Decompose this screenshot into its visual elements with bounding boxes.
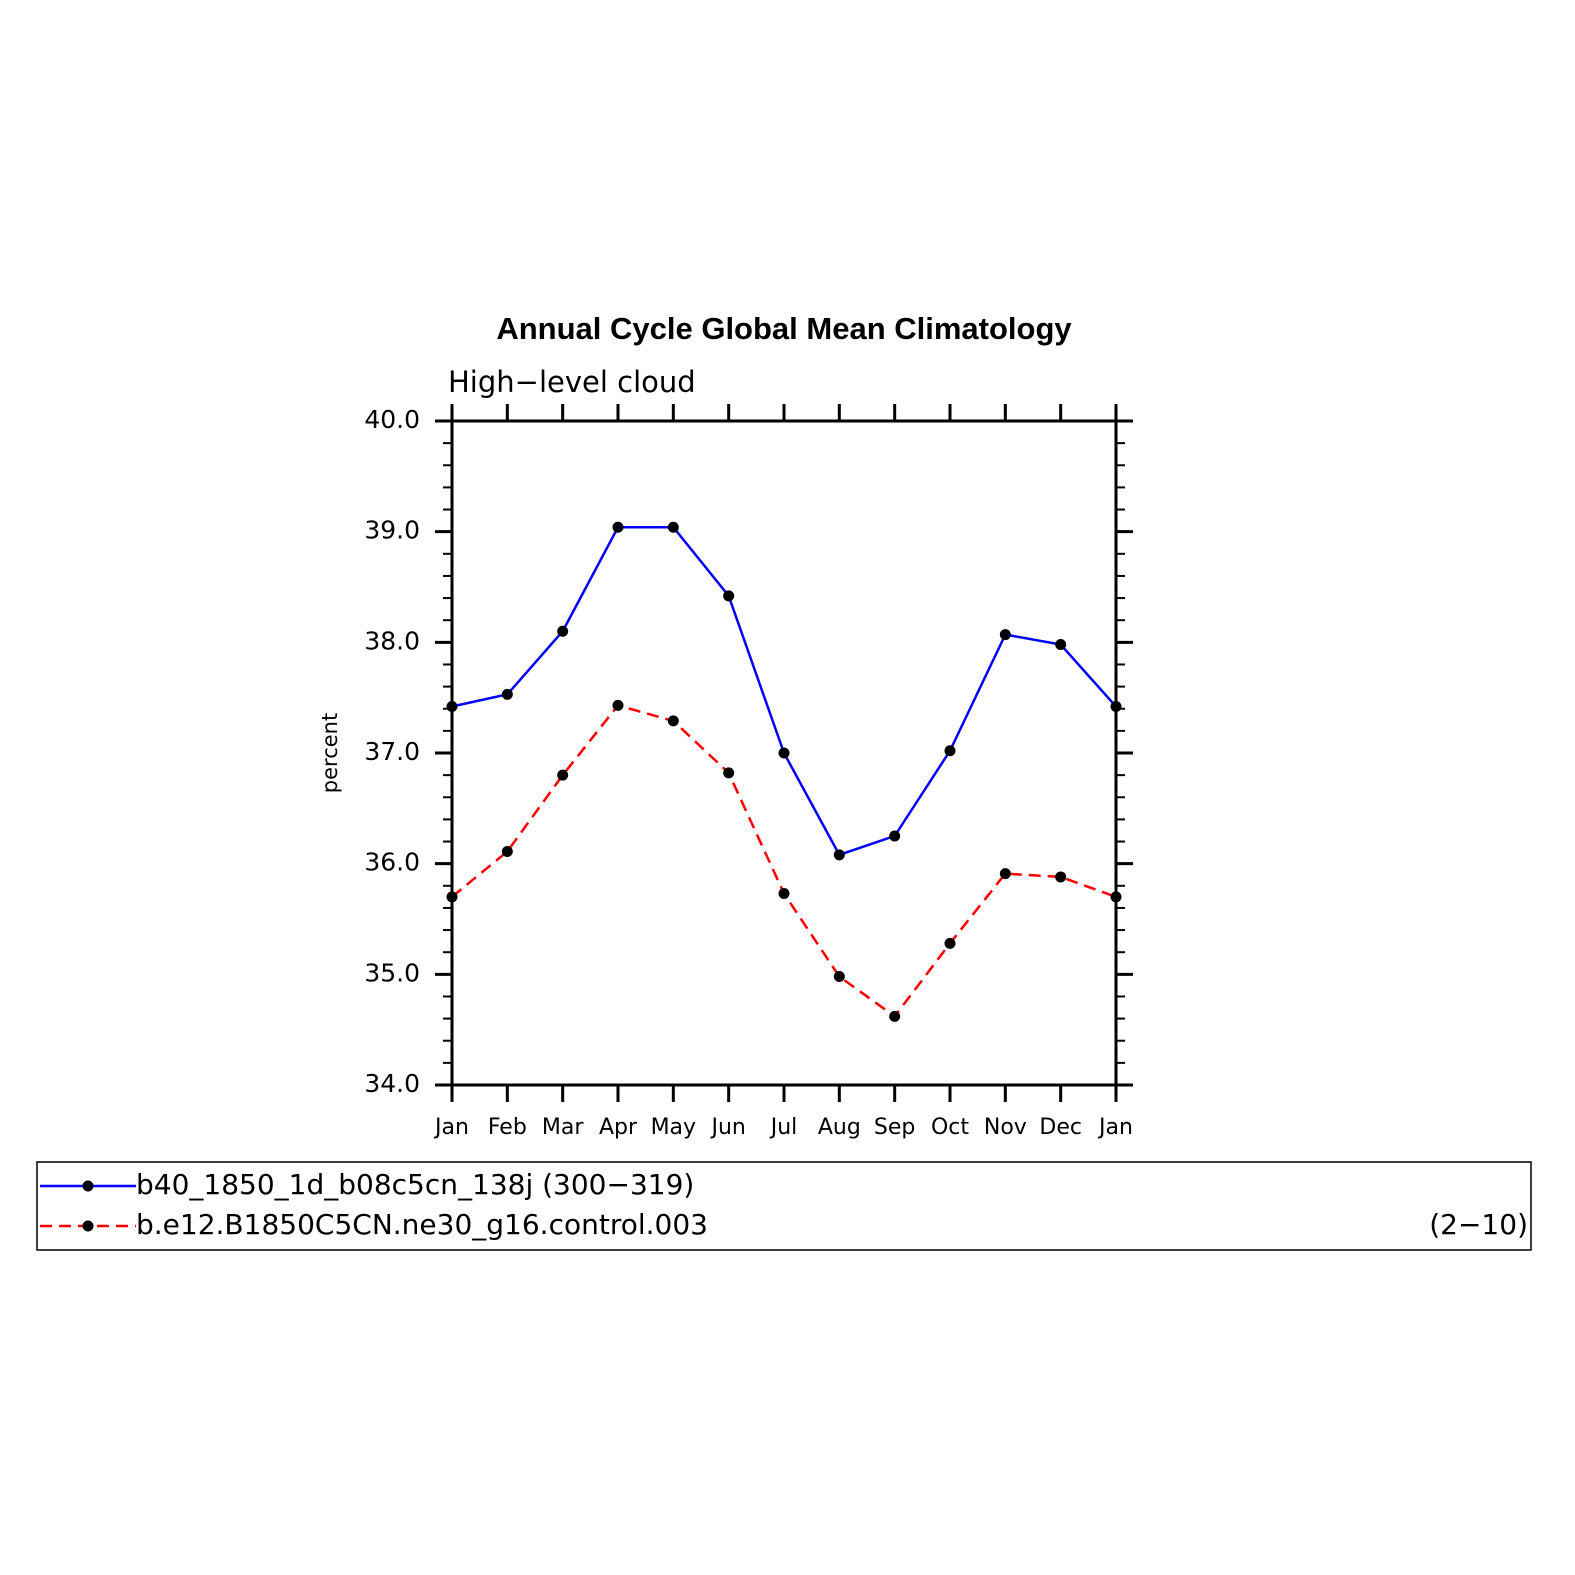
data-point: [1110, 701, 1122, 713]
legend-period: (2−10): [1429, 1208, 1528, 1241]
data-point: [889, 1010, 901, 1022]
legend-label: b40_1850_1d_b08c5cn_138j (300−319): [136, 1168, 694, 1201]
x-tick-label: Sep: [874, 1115, 915, 1140]
data-point: [667, 521, 679, 533]
data-point: [1055, 639, 1067, 651]
x-tick-label: Jan: [433, 1115, 469, 1140]
x-tick-label: Jun: [709, 1115, 745, 1140]
data-point: [557, 769, 569, 781]
chart-title: Annual Cycle Global Mean Climatology: [496, 311, 1072, 346]
data-point: [999, 868, 1011, 880]
data-point: [446, 891, 458, 903]
data-point: [557, 625, 569, 637]
x-tick-label: Aug: [818, 1115, 861, 1140]
data-point: [1055, 871, 1067, 883]
data-point: [778, 888, 790, 900]
legend-marker: [82, 1180, 94, 1192]
data-point: [1110, 891, 1122, 903]
y-tick-label: 35.0: [364, 958, 420, 987]
y-tick-label: 40.0: [364, 405, 420, 434]
y-tick-label: 36.0: [364, 848, 420, 877]
series-line: [451, 525, 1117, 857]
legend-label: b.e12.B1850C5CN.ne30_g16.control.003: [136, 1208, 708, 1241]
y-axis-label: percent: [318, 713, 342, 793]
legend-box: [36, 1161, 1532, 1251]
data-point: [612, 521, 624, 533]
data-point: [944, 745, 956, 757]
x-tick-label: Feb: [488, 1115, 527, 1140]
data-point: [833, 849, 845, 861]
x-tick-label: May: [651, 1115, 696, 1140]
data-point: [612, 699, 624, 711]
data-point: [999, 629, 1011, 641]
subtitle: High−level cloud: [448, 365, 696, 399]
y-tick-label: 34.0: [364, 1069, 420, 1098]
data-point: [723, 590, 735, 602]
data-point: [833, 971, 845, 983]
data-point: [667, 715, 679, 727]
data-point: [501, 688, 513, 700]
data-point: [944, 937, 956, 949]
x-tick-label: Dec: [1039, 1115, 1082, 1140]
x-tick-label: Oct: [931, 1115, 969, 1140]
x-tick-label: Apr: [599, 1115, 638, 1140]
y-tick-label: 39.0: [364, 516, 420, 545]
data-point: [501, 845, 513, 857]
y-tick-label: 37.0: [364, 737, 420, 766]
legend-marker: [82, 1220, 94, 1232]
x-tick-label: Jan: [1097, 1115, 1133, 1140]
data-point: [446, 701, 458, 713]
data-point: [889, 830, 901, 842]
y-tick-label: 38.0: [364, 626, 420, 655]
x-tick-label: Nov: [984, 1115, 1027, 1140]
data-point: [723, 767, 735, 779]
x-tick-label: Jul: [769, 1115, 798, 1140]
data-point: [778, 747, 790, 759]
x-tick-label: Mar: [542, 1115, 584, 1140]
